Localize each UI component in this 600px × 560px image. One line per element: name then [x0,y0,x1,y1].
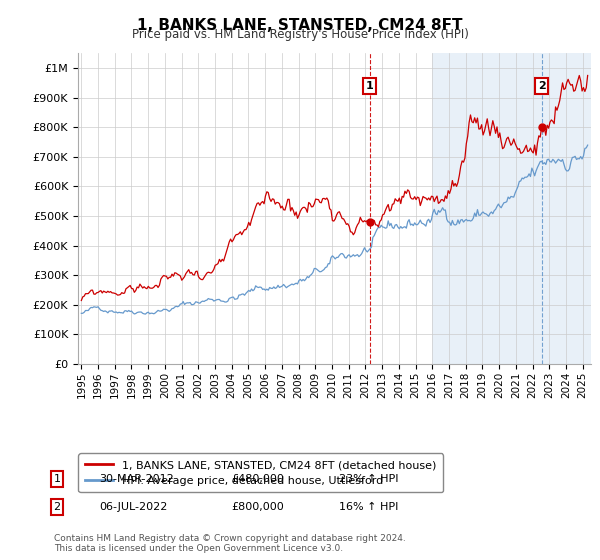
Text: 30-MAR-2012: 30-MAR-2012 [99,474,174,484]
Text: 06-JUL-2022: 06-JUL-2022 [99,502,167,512]
Legend: 1, BANKS LANE, STANSTED, CM24 8FT (detached house), HPI: Average price, detached: 1, BANKS LANE, STANSTED, CM24 8FT (detac… [79,454,443,492]
Text: 23% ↑ HPI: 23% ↑ HPI [339,474,398,484]
Text: Price paid vs. HM Land Registry's House Price Index (HPI): Price paid vs. HM Land Registry's House … [131,28,469,41]
Text: Contains HM Land Registry data © Crown copyright and database right 2024.
This d: Contains HM Land Registry data © Crown c… [54,534,406,553]
Text: 16% ↑ HPI: 16% ↑ HPI [339,502,398,512]
Text: £480,000: £480,000 [231,474,284,484]
Text: 2: 2 [538,81,545,91]
Text: £800,000: £800,000 [231,502,284,512]
Text: 1, BANKS LANE, STANSTED, CM24 8FT: 1, BANKS LANE, STANSTED, CM24 8FT [137,18,463,33]
Text: 1: 1 [53,474,61,484]
Text: 2: 2 [53,502,61,512]
Text: 1: 1 [366,81,373,91]
Bar [432,53,591,364]
